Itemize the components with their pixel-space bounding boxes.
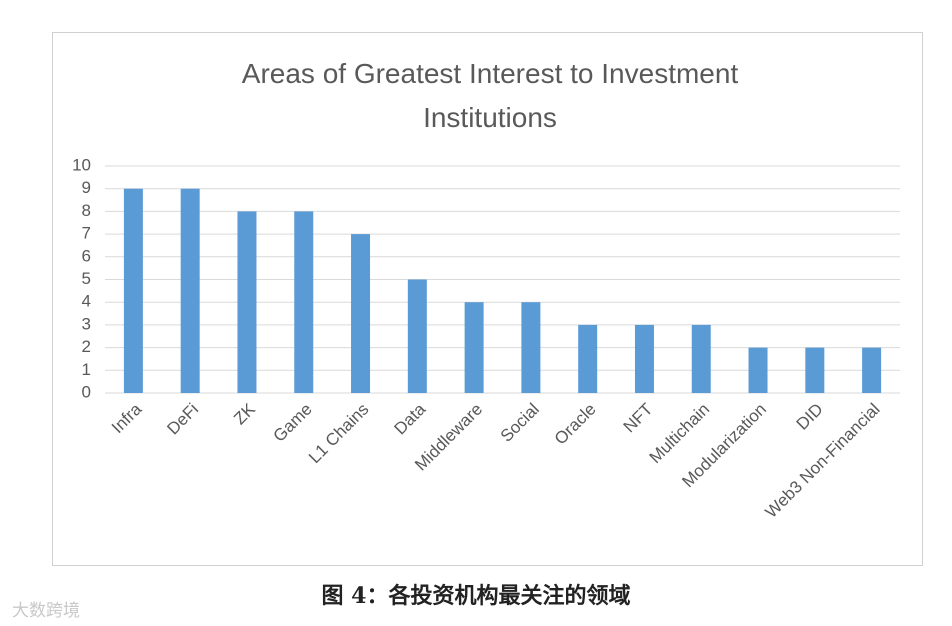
chart-frame xyxy=(52,32,923,566)
bar xyxy=(691,324,711,393)
bar xyxy=(634,324,654,393)
bar xyxy=(862,347,882,393)
y-tick-label: 10 xyxy=(72,155,91,174)
y-tick-label: 3 xyxy=(82,314,91,333)
x-tick-label: Oracle xyxy=(551,400,600,449)
y-tick-label: 7 xyxy=(82,224,91,243)
y-tick-label: 2 xyxy=(82,337,91,356)
bar xyxy=(464,302,484,393)
y-tick-label: 4 xyxy=(82,292,91,311)
chart-title: Areas of Greatest Interest to Investment… xyxy=(241,58,739,133)
x-tick-label: Social xyxy=(497,400,543,446)
y-tick-label: 8 xyxy=(82,201,91,220)
bar xyxy=(748,347,768,393)
x-tick-label: DeFi xyxy=(163,400,202,439)
y-tick-label: 9 xyxy=(82,178,91,197)
y-tick-label: 5 xyxy=(82,269,91,288)
watermark: 大数跨境 xyxy=(12,601,80,620)
y-tick-label: 6 xyxy=(82,246,91,265)
bar xyxy=(521,302,541,393)
x-tick-label: ZK xyxy=(230,399,259,428)
x-tick-label: L1 Chains xyxy=(305,400,373,468)
bar xyxy=(180,188,200,393)
bar xyxy=(407,279,427,393)
x-tick-label: Web3 Non-Financial xyxy=(761,400,883,522)
x-tick-label: DID xyxy=(793,400,827,434)
bar xyxy=(294,211,314,393)
bar xyxy=(805,347,825,393)
bar xyxy=(123,188,143,393)
x-tick-label: NFT xyxy=(620,400,657,437)
y-tick-label: 1 xyxy=(82,360,91,379)
y-tick-label: 0 xyxy=(82,382,91,401)
x-tick-label: Game xyxy=(270,400,316,446)
bar xyxy=(578,324,598,393)
bar xyxy=(351,234,371,393)
figure-caption: 图 4：各投资机构最关注的领域 xyxy=(321,583,631,609)
x-tick-label: Data xyxy=(390,399,429,438)
x-tick-label: Infra xyxy=(108,399,146,437)
bar xyxy=(237,211,257,393)
